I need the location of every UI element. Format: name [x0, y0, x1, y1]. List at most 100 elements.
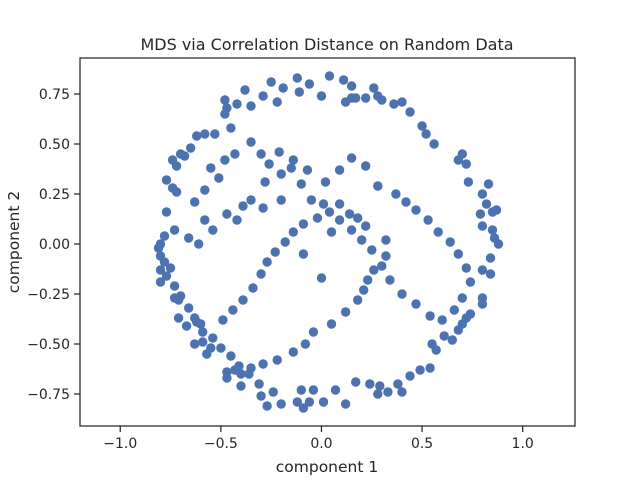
data-point [216, 343, 226, 353]
y-tick-label: 0.50 [39, 137, 70, 153]
data-point [175, 149, 186, 159]
data-point [485, 269, 496, 279]
data-point [276, 399, 286, 409]
data-point [234, 361, 244, 371]
data-point [357, 235, 367, 245]
data-point [353, 213, 363, 223]
data-point [206, 163, 216, 173]
data-point [338, 75, 349, 85]
data-point [340, 399, 351, 409]
data-point [200, 129, 210, 139]
data-point [258, 359, 268, 369]
data-point [220, 155, 230, 165]
data-point [256, 391, 266, 401]
data-point [258, 91, 268, 101]
data-point [477, 265, 488, 275]
data-point [373, 389, 383, 399]
data-point [165, 263, 176, 273]
data-point [457, 293, 467, 303]
data-point [184, 233, 194, 243]
y-tick-label: 0.75 [39, 87, 70, 103]
data-point [491, 205, 502, 215]
data-point [483, 179, 494, 189]
data-point [169, 225, 180, 235]
data-point [369, 83, 379, 93]
y-axis-label: component 2 [5, 191, 23, 293]
data-point [173, 313, 184, 323]
data-point [383, 387, 393, 397]
data-point [184, 303, 194, 313]
data-point [264, 159, 274, 169]
data-point [276, 195, 286, 205]
data-point [326, 319, 337, 329]
data-point [161, 207, 172, 217]
data-point [198, 327, 208, 337]
data-point [461, 263, 471, 273]
y-tick-label: 0.25 [39, 187, 70, 203]
data-point [481, 199, 492, 209]
data-point [306, 195, 317, 205]
data-point [397, 97, 407, 107]
data-point [161, 271, 172, 281]
data-point [477, 221, 488, 231]
data-point [208, 333, 218, 343]
data-point [226, 123, 236, 133]
x-tick-label: −1.0 [103, 436, 137, 452]
data-point [274, 147, 284, 157]
data-point [161, 175, 172, 185]
data-point [411, 299, 421, 309]
data-point [270, 247, 280, 257]
data-point [208, 225, 218, 235]
data-point [272, 355, 282, 365]
data-point [256, 269, 266, 279]
data-point [316, 273, 327, 283]
y-tick-label: −0.75 [27, 387, 70, 403]
data-point [246, 195, 256, 205]
data-points [153, 71, 504, 413]
data-point [417, 121, 427, 131]
data-point [190, 197, 200, 207]
data-point [246, 101, 256, 111]
data-point [220, 95, 230, 105]
y-tick-label: −0.25 [27, 287, 70, 303]
data-point [175, 291, 186, 301]
data-point [316, 91, 327, 101]
data-point [447, 335, 457, 345]
data-point [238, 295, 248, 305]
data-point [236, 381, 246, 391]
x-tick-label: 0.0 [310, 436, 332, 452]
data-point [258, 203, 268, 213]
data-point [381, 235, 391, 245]
data-point [346, 81, 357, 91]
data-point [334, 165, 345, 175]
data-point [155, 277, 166, 287]
data-point [190, 313, 200, 323]
data-point [288, 155, 298, 165]
data-point [248, 283, 258, 293]
data-point [405, 371, 415, 381]
data-point [298, 219, 309, 229]
data-point [171, 187, 182, 197]
data-point [375, 381, 385, 391]
data-point [324, 71, 335, 81]
data-point [437, 315, 447, 325]
data-point [427, 339, 437, 349]
data-point [346, 153, 357, 163]
data-point [296, 385, 306, 395]
data-point [298, 403, 309, 413]
data-point [254, 379, 264, 389]
data-point [246, 137, 256, 147]
data-point [236, 369, 246, 379]
y-axis: −0.75 −0.50 −0.25 0.00 0.25 0.50 0.75 [27, 87, 80, 403]
data-point [238, 201, 248, 211]
data-point [391, 189, 401, 199]
data-point [385, 275, 395, 285]
data-point [397, 387, 407, 397]
data-point [181, 321, 192, 331]
data-point [353, 295, 363, 305]
data-point [200, 215, 210, 225]
data-point [401, 197, 411, 207]
data-point [230, 149, 240, 159]
data-point [334, 199, 345, 209]
data-point [296, 179, 306, 189]
